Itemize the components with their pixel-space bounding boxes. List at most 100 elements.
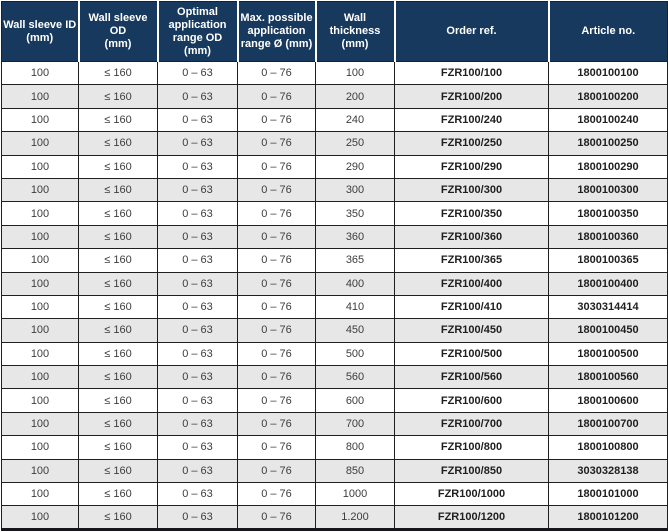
cell-wall-sleeve-id: 100 bbox=[1, 341, 79, 367]
cell-wall-sleeve-od: ≤ 160 bbox=[78, 154, 158, 179]
cell-article-no: 1800100600 bbox=[548, 388, 668, 413]
cell-order-ref: FZR100/800 bbox=[394, 435, 549, 460]
table-row: 100 ≤ 160 0 – 63 0 – 76 360 FZR100/360 1… bbox=[1, 224, 668, 250]
cell-max-range: 0 – 76 bbox=[237, 201, 316, 226]
cell-order-ref: FZR100/365 bbox=[394, 248, 549, 273]
cell-order-ref: FZR100/400 bbox=[394, 271, 549, 296]
table-row: 100 ≤ 160 0 – 63 0 – 76 400 FZR100/400 1… bbox=[1, 271, 668, 296]
cell-wall-sleeve-id: 100 bbox=[1, 505, 79, 530]
cell-article-no: 1800100200 bbox=[548, 84, 668, 109]
cell-wall-thickness: 240 bbox=[315, 107, 395, 133]
cell-wall-sleeve-id: 100 bbox=[1, 435, 79, 460]
cell-order-ref: FZR100/560 bbox=[394, 365, 549, 390]
table-body: 100 ≤ 160 0 – 63 0 – 76 100 FZR100/100 1… bbox=[1, 60, 668, 530]
col-header-wall-sleeve-id: Wall sleeve ID (mm) bbox=[1, 1, 79, 62]
col-header-article-no: Article no. bbox=[547, 1, 668, 62]
cell-article-no: 1800100500 bbox=[548, 341, 668, 367]
cell-wall-thickness: 560 bbox=[315, 365, 395, 390]
cell-wall-sleeve-od: ≤ 160 bbox=[78, 505, 158, 530]
cell-order-ref: FZR100/250 bbox=[394, 131, 549, 156]
cell-wall-sleeve-id: 100 bbox=[1, 248, 79, 273]
cell-order-ref: FZR100/410 bbox=[394, 294, 549, 320]
table-row: 100 ≤ 160 0 – 63 0 – 76 410 FZR100/410 3… bbox=[1, 294, 668, 320]
table-row: 100 ≤ 160 0 – 63 0 – 76 1.200 FZR100/120… bbox=[1, 505, 668, 530]
cell-optimal-range-od: 0 – 63 bbox=[157, 177, 238, 203]
cell-order-ref: FZR100/500 bbox=[394, 341, 549, 367]
cell-order-ref: FZR100/700 bbox=[394, 411, 549, 437]
cell-wall-thickness: 200 bbox=[315, 84, 395, 109]
cell-article-no: 1800100450 bbox=[548, 318, 668, 343]
cell-wall-sleeve-od: ≤ 160 bbox=[78, 341, 158, 367]
cell-optimal-range-od: 0 – 63 bbox=[157, 201, 238, 226]
cell-optimal-range-od: 0 – 63 bbox=[157, 388, 238, 413]
table-row: 100 ≤ 160 0 – 63 0 – 76 600 FZR100/600 1… bbox=[1, 388, 668, 413]
cell-wall-sleeve-id: 100 bbox=[1, 411, 79, 437]
table-row: 100 ≤ 160 0 – 63 0 – 76 350 FZR100/350 1… bbox=[1, 201, 668, 226]
table-header: Wall sleeve ID (mm) Wall sleeve OD (mm) … bbox=[1, 1, 668, 62]
cell-article-no: 1800100300 bbox=[548, 177, 668, 203]
table-row: 100 ≤ 160 0 – 63 0 – 76 560 FZR100/560 1… bbox=[1, 365, 668, 390]
cell-wall-sleeve-id: 100 bbox=[1, 224, 79, 250]
cell-wall-sleeve-od: ≤ 160 bbox=[78, 318, 158, 343]
cell-max-range: 0 – 76 bbox=[237, 435, 316, 460]
table-row: 100 ≤ 160 0 – 63 0 – 76 450 FZR100/450 1… bbox=[1, 318, 668, 343]
cell-max-range: 0 – 76 bbox=[237, 458, 316, 484]
cell-max-range: 0 – 76 bbox=[237, 271, 316, 296]
cell-article-no: 3030328138 bbox=[548, 458, 668, 484]
cell-order-ref: FZR100/300 bbox=[394, 177, 549, 203]
cell-wall-sleeve-od: ≤ 160 bbox=[78, 84, 158, 109]
cell-article-no: 1800101000 bbox=[548, 482, 668, 507]
cell-max-range: 0 – 76 bbox=[237, 84, 316, 109]
cell-wall-thickness: 600 bbox=[315, 388, 395, 413]
cell-wall-sleeve-id: 100 bbox=[1, 458, 79, 484]
cell-article-no: 1800100360 bbox=[548, 224, 668, 250]
cell-wall-thickness: 250 bbox=[315, 131, 395, 156]
cell-wall-thickness: 360 bbox=[315, 224, 395, 250]
table-row: 100 ≤ 160 0 – 63 0 – 76 300 FZR100/300 1… bbox=[1, 177, 668, 203]
col-header-order-ref: Order ref. bbox=[393, 1, 549, 62]
col-header-max-range: Max. possible application range Ø (mm) bbox=[236, 1, 316, 62]
table-row: 100 ≤ 160 0 – 63 0 – 76 100 FZR100/100 1… bbox=[1, 60, 668, 86]
cell-order-ref: FZR100/600 bbox=[394, 388, 549, 413]
cell-optimal-range-od: 0 – 63 bbox=[157, 271, 238, 296]
cell-order-ref: FZR100/290 bbox=[394, 154, 549, 179]
cell-article-no: 1800100560 bbox=[548, 365, 668, 390]
cell-optimal-range-od: 0 – 63 bbox=[157, 435, 238, 460]
cell-order-ref: FZR100/1000 bbox=[394, 482, 549, 507]
cell-max-range: 0 – 76 bbox=[237, 482, 316, 507]
cell-optimal-range-od: 0 – 63 bbox=[157, 482, 238, 507]
header-row: Wall sleeve ID (mm) Wall sleeve OD (mm) … bbox=[1, 1, 668, 62]
cell-order-ref: FZR100/200 bbox=[394, 84, 549, 109]
cell-wall-sleeve-id: 100 bbox=[1, 294, 79, 320]
cell-optimal-range-od: 0 – 63 bbox=[157, 411, 238, 437]
cell-article-no: 1800100100 bbox=[548, 60, 668, 86]
cell-article-no: 1800100250 bbox=[548, 131, 668, 156]
cell-optimal-range-od: 0 – 63 bbox=[157, 505, 238, 530]
cell-max-range: 0 – 76 bbox=[237, 318, 316, 343]
cell-wall-thickness: 850 bbox=[315, 458, 395, 484]
cell-max-range: 0 – 76 bbox=[237, 60, 316, 86]
cell-optimal-range-od: 0 – 63 bbox=[157, 294, 238, 320]
cell-wall-thickness: 1000 bbox=[315, 482, 395, 507]
col-header-optimal-range-od: Optimal application range OD (mm) bbox=[156, 1, 238, 62]
cell-wall-sleeve-od: ≤ 160 bbox=[78, 435, 158, 460]
cell-max-range: 0 – 76 bbox=[237, 154, 316, 179]
cell-article-no: 1800100700 bbox=[548, 411, 668, 437]
cell-article-no: 1800100800 bbox=[548, 435, 668, 460]
cell-wall-sleeve-od: ≤ 160 bbox=[78, 365, 158, 390]
cell-order-ref: FZR100/240 bbox=[394, 107, 549, 133]
cell-wall-thickness: 350 bbox=[315, 201, 395, 226]
cell-wall-sleeve-od: ≤ 160 bbox=[78, 131, 158, 156]
cell-wall-thickness: 300 bbox=[315, 177, 395, 203]
cell-order-ref: FZR100/350 bbox=[394, 201, 549, 226]
cell-order-ref: FZR100/450 bbox=[394, 318, 549, 343]
cell-wall-sleeve-id: 100 bbox=[1, 154, 79, 179]
cell-wall-thickness: 500 bbox=[315, 341, 395, 367]
table-row: 100 ≤ 160 0 – 63 0 – 76 250 FZR100/250 1… bbox=[1, 131, 668, 156]
cell-optimal-range-od: 0 – 63 bbox=[157, 318, 238, 343]
cell-wall-sleeve-id: 100 bbox=[1, 107, 79, 133]
cell-wall-sleeve-od: ≤ 160 bbox=[78, 177, 158, 203]
col-header-wall-thickness: Wall thickness (mm) bbox=[314, 1, 395, 62]
cell-article-no: 1800100350 bbox=[548, 201, 668, 226]
cell-wall-sleeve-od: ≤ 160 bbox=[78, 201, 158, 226]
